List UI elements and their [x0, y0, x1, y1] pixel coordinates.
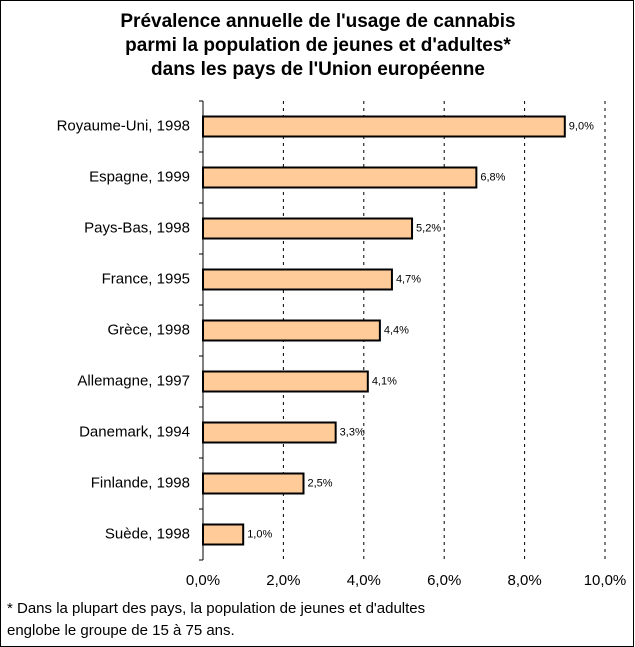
chart-title: dans les pays de l'Union européenne — [151, 59, 485, 80]
chart-title: Prévalence annuelle de l'usage de cannab… — [120, 11, 515, 32]
y-tick-label: France, 1995 — [102, 270, 190, 287]
y-tick-label: Finlande, 1998 — [91, 474, 190, 491]
bar — [202, 268, 393, 291]
value-label: 4,1% — [372, 375, 397, 387]
x-tick-label: 2,0% — [266, 572, 300, 589]
bar — [202, 472, 305, 495]
bar — [202, 421, 337, 444]
x-tick-label: 10,0% — [584, 572, 627, 589]
x-tick-label: 6,0% — [427, 572, 461, 589]
x-tick-label: 0,0% — [186, 572, 220, 589]
x-tick-label: 4,0% — [347, 572, 381, 589]
bar — [202, 166, 478, 189]
bar — [202, 115, 566, 138]
value-label: 1,0% — [247, 528, 272, 540]
y-tick-label: Allemagne, 1997 — [77, 372, 190, 389]
footnote: * Dans la plupart des pays, la populatio… — [7, 600, 425, 617]
bar — [202, 217, 414, 240]
value-label: 4,7% — [396, 273, 421, 285]
bar — [202, 523, 245, 546]
footnote: englobe le groupe de 15 à 75 ans. — [7, 622, 235, 639]
y-tick-label: Royaume-Uni, 1998 — [57, 117, 190, 134]
y-tick-label: Suède, 1998 — [105, 525, 190, 542]
value-label: 4,4% — [384, 324, 409, 336]
value-label: 6,8% — [480, 171, 505, 183]
y-tick-label: Espagne, 1999 — [89, 168, 190, 185]
value-label: 9,0% — [569, 120, 594, 132]
value-label: 3,3% — [340, 426, 365, 438]
value-label: 5,2% — [416, 222, 441, 234]
bar — [202, 319, 381, 342]
x-tick-label: 8,0% — [507, 572, 541, 589]
y-tick-label: Pays-Bas, 1998 — [84, 219, 190, 236]
bar — [202, 370, 369, 393]
chart-title: parmi la population de jeunes et d'adult… — [125, 35, 511, 56]
y-tick-label: Danemark, 1994 — [79, 423, 190, 440]
y-tick-label: Grèce, 1998 — [107, 321, 190, 338]
value-label: 2,5% — [308, 477, 333, 489]
